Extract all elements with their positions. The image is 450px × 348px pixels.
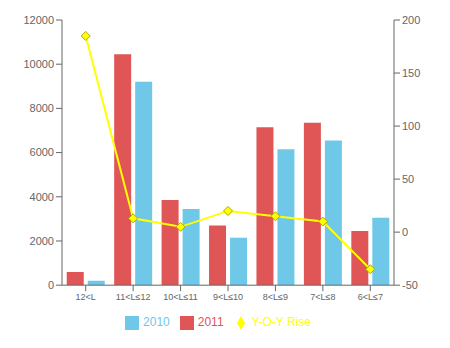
svg-text:4000: 4000 <box>30 191 54 203</box>
svg-text:8<L≤9: 8<L≤9 <box>263 292 288 302</box>
svg-text:12<L: 12<L <box>76 292 96 302</box>
svg-text:10<L≤11: 10<L≤11 <box>163 292 198 302</box>
html-text:2011: 2011 <box>197 315 224 330</box>
svg-text:150: 150 <box>402 67 420 79</box>
svg-text:100: 100 <box>402 120 420 132</box>
svg-text:7<L≤8: 7<L≤8 <box>310 292 335 302</box>
svg-text:12000: 12000 <box>23 14 54 26</box>
svg-text:6000: 6000 <box>30 146 54 158</box>
svg-text:0: 0 <box>48 279 54 291</box>
svg-text:10000: 10000 <box>23 58 54 70</box>
html-text:Y-O-Y Rise: Y-O-Y Rise <box>251 315 311 330</box>
svg-text:11<L≤12: 11<L≤12 <box>116 292 151 302</box>
svg-text:8000: 8000 <box>30 102 54 114</box>
svg-text:2000: 2000 <box>30 235 54 247</box>
svg-text:6<L≤7: 6<L≤7 <box>358 292 383 302</box>
svg-text:50: 50 <box>402 173 414 185</box>
svg-text:9<L≤10: 9<L≤10 <box>213 292 243 302</box>
html-text:2010: 2010 <box>143 315 170 330</box>
svg-text:-50: -50 <box>402 279 418 291</box>
svg-text:200: 200 <box>402 14 420 26</box>
svg-text:0: 0 <box>402 226 408 238</box>
